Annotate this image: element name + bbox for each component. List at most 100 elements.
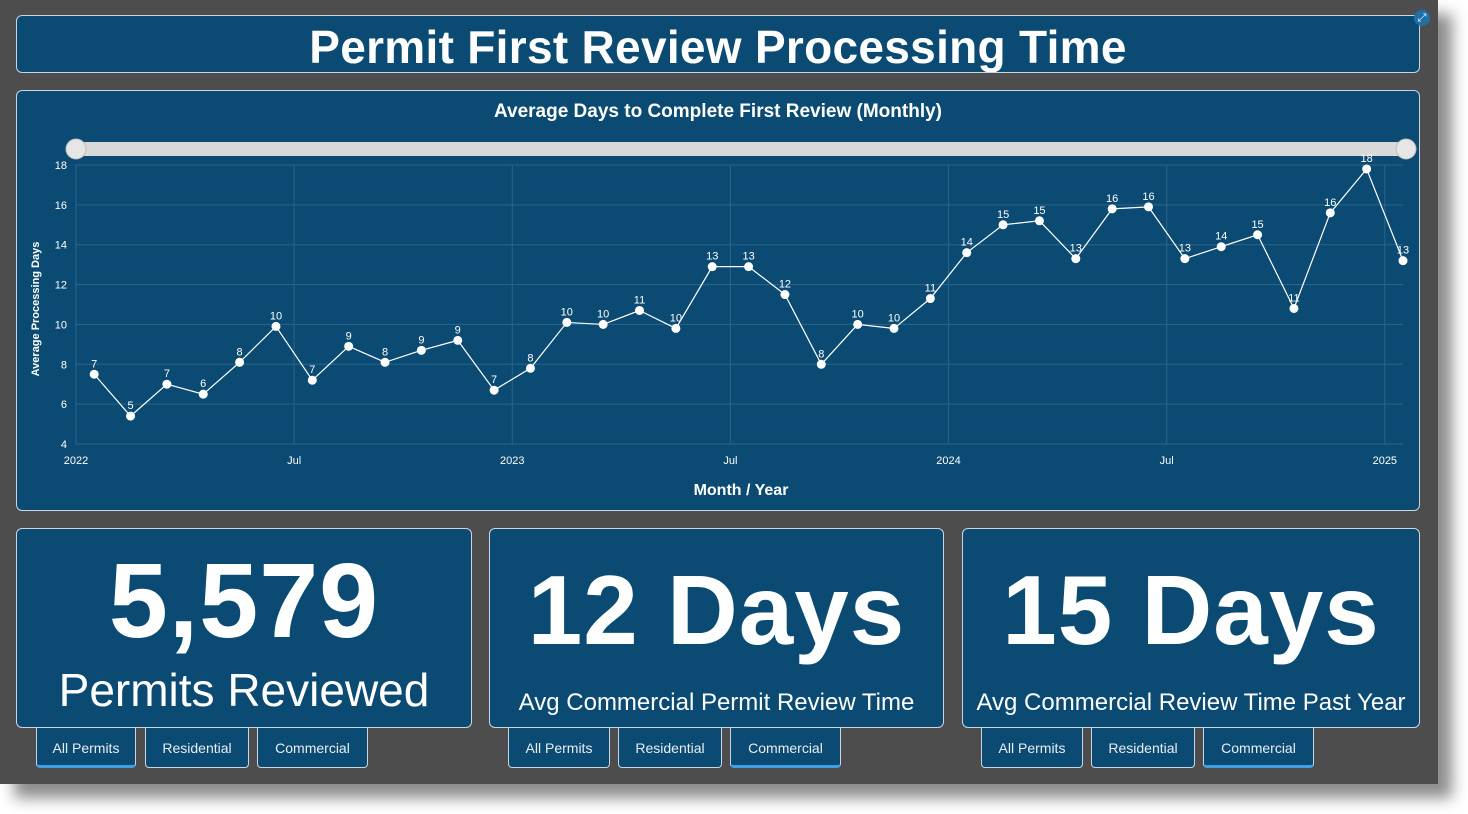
data-point[interactable]	[126, 411, 136, 421]
data-point[interactable]	[889, 323, 899, 333]
data-label: 14	[961, 237, 973, 249]
card-value: 5,579	[108, 542, 380, 660]
data-point[interactable]	[489, 385, 499, 395]
y-axis: 4 6 8 10 12 14 16 18	[55, 160, 67, 451]
title-panel: Permit First Review Processing Time	[16, 15, 1420, 73]
data-label: 8	[818, 348, 824, 360]
data-point[interactable]	[598, 319, 608, 329]
data-point[interactable]	[307, 375, 317, 385]
expand-icon[interactable]: ⤢	[1414, 10, 1430, 26]
data-label: 5	[127, 400, 133, 412]
data-point[interactable]	[380, 357, 390, 367]
data-point[interactable]	[744, 262, 754, 272]
data-point[interactable]	[1144, 202, 1154, 212]
data-point[interactable]	[1034, 216, 1044, 226]
data-label: 9	[455, 324, 461, 336]
y-tick-label: 6	[61, 399, 67, 411]
data-point[interactable]	[816, 359, 826, 369]
tab-commercial[interactable]: Commercial	[1203, 728, 1314, 768]
tab-commercial[interactable]: Commercial	[257, 728, 368, 768]
card-value: 12 Days	[527, 555, 906, 665]
data-point[interactable]	[1216, 242, 1226, 252]
tab-all-permits[interactable]: All Permits	[508, 728, 610, 768]
tab-residential[interactable]: Residential	[618, 728, 722, 768]
range-slider-handle-right[interactable]	[1395, 138, 1417, 160]
data-label: 16	[1324, 197, 1336, 209]
range-slider-track[interactable]	[76, 142, 1406, 156]
data-point[interactable]	[1071, 254, 1081, 264]
data-label: 7	[491, 374, 497, 386]
series-line: 7 5 7 6 8 10 7 9 8 9 9 7 8 10 10 11 10 13 13 12 8 10 10 11 14 15 1…	[89, 153, 1409, 421]
data-label: 11	[1288, 292, 1299, 304]
data-point[interactable]	[1180, 254, 1190, 264]
data-point[interactable]	[1398, 256, 1408, 266]
data-point[interactable]	[271, 321, 281, 331]
x-tick-label: 2024	[936, 455, 960, 467]
x-tick-label: 2022	[64, 455, 88, 467]
data-point[interactable]	[89, 369, 99, 379]
permits-reviewed-card: 5,579 Permits Reviewed	[16, 528, 472, 728]
tab-all-permits[interactable]: All Permits	[36, 728, 136, 768]
data-point[interactable]	[1253, 230, 1263, 240]
card-label: Permits Reviewed	[58, 664, 430, 716]
y-axis-label: Average Processing Days	[30, 242, 42, 377]
data-label: 9	[418, 334, 424, 346]
data-point[interactable]	[453, 335, 463, 345]
x-axis-label: Month / Year	[694, 482, 789, 499]
y-tick-label: 8	[61, 359, 67, 371]
data-point[interactable]	[198, 389, 208, 399]
data-point[interactable]	[1107, 204, 1117, 214]
data-label: 10	[852, 308, 864, 320]
avg-commercial-review-card: 12 Days Avg Commercial Permit Review Tim…	[489, 528, 944, 728]
data-point[interactable]	[1362, 164, 1372, 174]
range-slider-handle-left[interactable]	[65, 138, 87, 160]
x-tick-label: Jul	[1160, 455, 1174, 467]
data-label: 9	[346, 330, 352, 342]
data-point[interactable]	[707, 262, 717, 272]
data-point[interactable]	[562, 317, 572, 327]
chart-title: Average Days to Complete First Review (M…	[494, 101, 942, 122]
data-label: 6	[200, 378, 206, 390]
data-point[interactable]	[235, 357, 245, 367]
data-label: 13	[742, 251, 754, 263]
data-label: 10	[888, 312, 900, 324]
data-label: 15	[1251, 219, 1263, 231]
tab-commercial[interactable]: Commercial	[730, 728, 841, 768]
y-tick-label: 18	[55, 160, 67, 172]
range-slider[interactable]	[65, 138, 1417, 160]
data-label: 15	[1033, 205, 1045, 217]
page-title: Permit First Review Processing Time	[309, 21, 1127, 73]
data-label: 8	[237, 346, 243, 358]
tab-residential[interactable]: Residential	[1091, 728, 1195, 768]
card-value: 15 Days	[1002, 555, 1380, 665]
data-point[interactable]	[998, 220, 1008, 230]
data-point[interactable]	[780, 290, 790, 300]
x-tick-label: Jul	[287, 455, 301, 467]
data-label: 16	[1142, 191, 1154, 203]
data-point[interactable]	[1325, 208, 1335, 218]
tab-all-permits[interactable]: All Permits	[981, 728, 1083, 768]
data-label: 11	[634, 294, 645, 306]
data-point[interactable]	[416, 345, 426, 355]
data-label: 7	[309, 364, 315, 376]
data-point[interactable]	[635, 305, 645, 315]
chart-panel: Average Days to Complete First Review (M…	[16, 90, 1420, 511]
tab-residential[interactable]: Residential	[145, 728, 249, 768]
data-label: 10	[597, 308, 609, 320]
card-label: Avg Commercial Permit Review Time	[518, 689, 915, 716]
data-point[interactable]	[344, 341, 354, 351]
data-point[interactable]	[925, 294, 935, 304]
data-label: 18	[1361, 153, 1373, 165]
data-label: 11	[925, 283, 936, 295]
y-tick-label: 12	[55, 280, 67, 292]
data-label: 7	[91, 358, 97, 370]
data-point[interactable]	[525, 363, 535, 373]
data-point[interactable]	[671, 323, 681, 333]
data-point[interactable]	[162, 379, 172, 389]
y-tick-label: 10	[55, 319, 67, 331]
data-label: 8	[382, 346, 388, 358]
data-point[interactable]	[1289, 303, 1299, 313]
x-axis: 2022 Jul 2023 Jul 2024 Jul 2025	[64, 455, 1397, 467]
data-point[interactable]	[853, 319, 863, 329]
data-point[interactable]	[962, 248, 972, 258]
